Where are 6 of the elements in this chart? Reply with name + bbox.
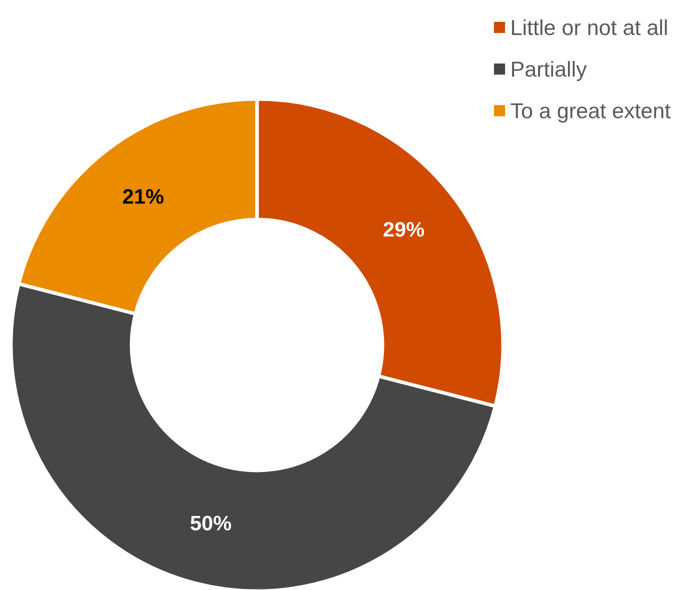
data-label: 50% — [190, 516, 232, 530]
data-label: 29% — [384, 222, 424, 237]
legend-label: Partially — [512, 60, 587, 82]
legend-label: Little or not at all — [512, 19, 667, 36]
data-label: 21% — [123, 189, 164, 204]
legend-label: To a great extent — [510, 103, 670, 123]
